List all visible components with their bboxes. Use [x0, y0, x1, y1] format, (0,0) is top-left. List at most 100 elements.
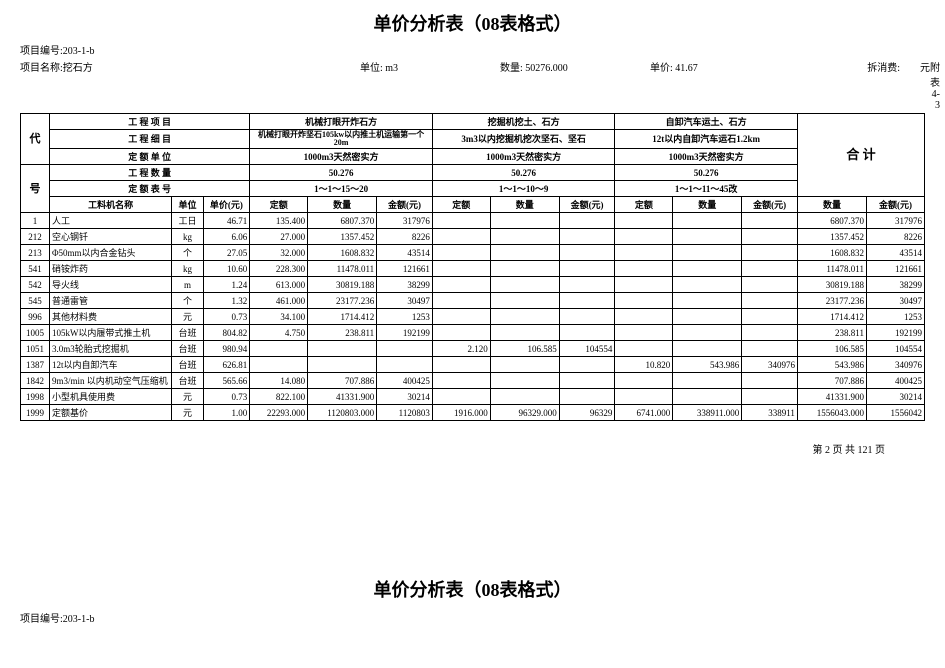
- col-amt-3: 金额(元): [742, 197, 798, 213]
- cell: [432, 389, 490, 405]
- cell: 1998: [21, 389, 50, 405]
- table-header: 代 工 程 项 目 机械打眼开炸石方 挖掘机挖土、石方 自卸汽车运土、石方 合 …: [21, 114, 925, 213]
- unit-val: m3: [385, 63, 398, 74]
- cell: 其他材料费: [49, 309, 171, 325]
- cell: 4.750: [250, 325, 308, 341]
- page-title-bottom: 单价分析表（08表格式）: [20, 576, 925, 602]
- table-row: 1人工工日46.71135.4006807.3703179766807.3703…: [21, 213, 925, 229]
- cell: [559, 277, 615, 293]
- cell: [615, 325, 673, 341]
- hdr-row3-c1: 1000m3天然密实方: [250, 149, 433, 165]
- yuan: 元: [920, 63, 930, 74]
- cell: 1842: [21, 373, 50, 389]
- cell: 22293.000: [250, 405, 308, 421]
- hdr-row4-label: 工 程 数 量: [49, 165, 249, 181]
- cell: [559, 309, 615, 325]
- cell: [377, 341, 433, 357]
- qty-val: 50276.000: [525, 63, 568, 74]
- table-row: 1005105kW以内履带式推土机台班804.824.750238.811192…: [21, 325, 925, 341]
- cell: 1253: [377, 309, 433, 325]
- cell: 340976: [742, 357, 798, 373]
- hdr-row2-label: 工 程 细 目: [49, 130, 249, 149]
- cell: [490, 229, 559, 245]
- table-body: 1人工工日46.71135.4006807.3703179766807.3703…: [21, 213, 925, 421]
- cell: 8226: [866, 229, 924, 245]
- col-qty-3: 数量: [673, 197, 742, 213]
- table-row: 10513.0m3轮胎式挖掘机台班980.942.120106.58510455…: [21, 341, 925, 357]
- cell: 213: [21, 245, 50, 261]
- table-row: 545普通雷管个1.32461.00023177.2363049723177.2…: [21, 293, 925, 309]
- cell: [559, 325, 615, 341]
- hdr-row5-c1: 1～1～15～20: [250, 181, 433, 197]
- cell: 543.986: [797, 357, 866, 373]
- cell: 192199: [866, 325, 924, 341]
- cell: 41331.900: [797, 389, 866, 405]
- cell: 1120803: [377, 405, 433, 421]
- price-analysis-table: 代 工 程 项 目 机械打眼开炸石方 挖掘机挖土、石方 自卸汽车运土、石方 合 …: [20, 113, 925, 421]
- cell: [615, 389, 673, 405]
- cell: [559, 245, 615, 261]
- col-price: 单价(元): [203, 197, 250, 213]
- cell: 1608.832: [308, 245, 377, 261]
- cell: 543.986: [673, 357, 742, 373]
- cell: 1: [21, 213, 50, 229]
- cell: 30497: [866, 293, 924, 309]
- cell: [615, 229, 673, 245]
- cell: 104554: [559, 341, 615, 357]
- col-amt-s: 金额(元): [866, 197, 924, 213]
- cell: 硝铵炸药: [49, 261, 171, 277]
- cell: 23177.236: [308, 293, 377, 309]
- table-row: 1998小型机具使用费元0.73822.10041331.90030214413…: [21, 389, 925, 405]
- cell: 192199: [377, 325, 433, 341]
- cell: [673, 261, 742, 277]
- cell: 613.000: [250, 277, 308, 293]
- hdr-sum: 合 计: [797, 114, 924, 197]
- cell: Φ50mm以内合金钻头: [49, 245, 171, 261]
- cell: 11478.011: [797, 261, 866, 277]
- price-val: 41.67: [675, 63, 698, 74]
- cell: 1714.412: [797, 309, 866, 325]
- cell: 30214: [866, 389, 924, 405]
- cell: [742, 261, 798, 277]
- cell: 317976: [377, 213, 433, 229]
- hdr-row4-c2: 50.276: [432, 165, 615, 181]
- cell: 台班: [172, 373, 203, 389]
- cell: [615, 277, 673, 293]
- cell: 38299: [377, 277, 433, 293]
- table-row: 542导火线m1.24613.00030819.1883829930819.18…: [21, 277, 925, 293]
- price-label: 单价:: [650, 63, 673, 74]
- cell: 1387: [21, 357, 50, 373]
- hdr-row1-c1: 机械打眼开炸石方: [250, 114, 433, 130]
- cell: [490, 261, 559, 277]
- meta-row-2: 项目名称:挖石方 单位: m3 数量: 50276.000 单价: 41.67 …: [20, 59, 925, 111]
- cell: 34.100: [250, 309, 308, 325]
- cell: [432, 325, 490, 341]
- cell: [673, 293, 742, 309]
- cell: [559, 357, 615, 373]
- cell: 11478.011: [308, 261, 377, 277]
- cell: kg: [172, 261, 203, 277]
- cell: [742, 325, 798, 341]
- col-norm-3: 定额: [615, 197, 673, 213]
- cell: [490, 357, 559, 373]
- cell: [559, 373, 615, 389]
- cell: 212: [21, 229, 50, 245]
- cell: 10.820: [615, 357, 673, 373]
- cell: 106.585: [490, 341, 559, 357]
- cell: 3.0m3轮胎式挖掘机: [49, 341, 171, 357]
- cell: [559, 293, 615, 309]
- proj-no-label: 项目编号:: [20, 46, 63, 57]
- cell: 96329.000: [490, 405, 559, 421]
- cell: 2.120: [432, 341, 490, 357]
- cell: 导火线: [49, 277, 171, 293]
- cell: 个: [172, 245, 203, 261]
- table-row: 996其他材料费元0.7334.1001714.41212531714.4121…: [21, 309, 925, 325]
- cell: 822.100: [250, 389, 308, 405]
- hdr-row1-c2: 挖掘机挖土、石方: [432, 114, 615, 130]
- col-unit: 单位: [172, 197, 203, 213]
- cell: [308, 357, 377, 373]
- cell: [559, 229, 615, 245]
- cell: 1051: [21, 341, 50, 357]
- cell: [742, 341, 798, 357]
- cell: 1714.412: [308, 309, 377, 325]
